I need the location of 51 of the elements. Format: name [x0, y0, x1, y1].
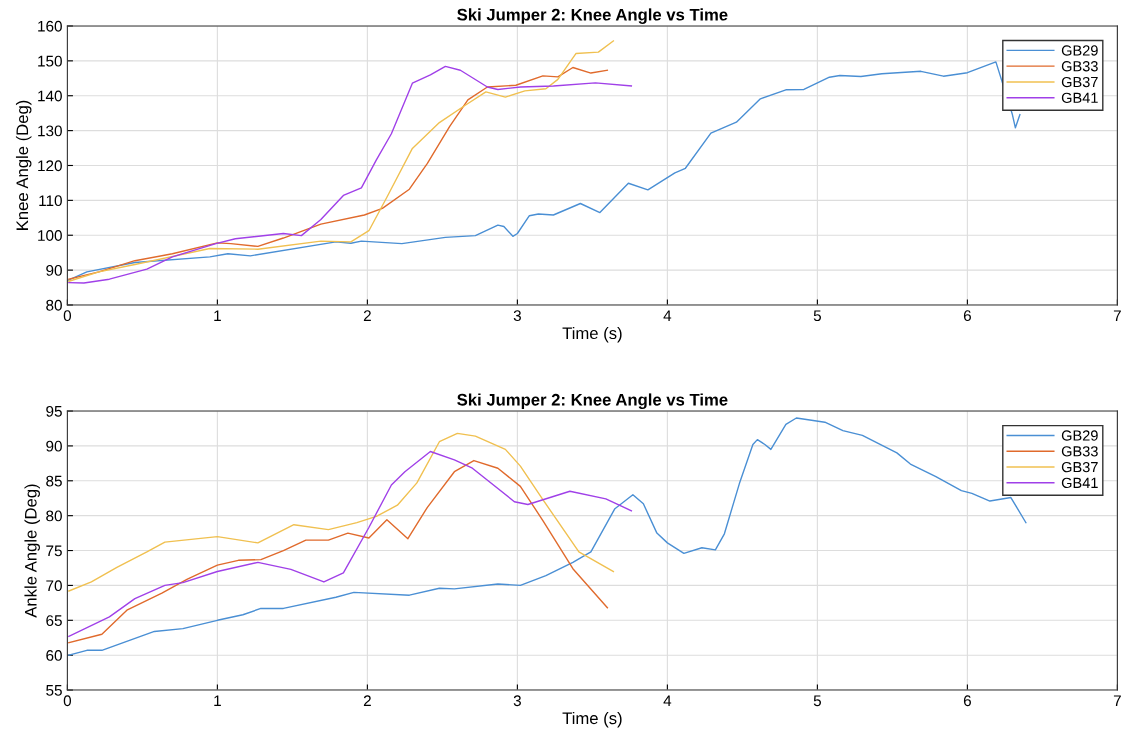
- x-tick-label: 4: [663, 310, 672, 321]
- x-tick-label: 1: [214, 310, 221, 321]
- x-tick-label: 4: [663, 695, 672, 706]
- line-series: [67, 61, 1021, 282]
- legend-label: GB37: [1061, 76, 1098, 88]
- x-tick-label: 3: [513, 310, 521, 322]
- line-series: [68, 417, 1027, 656]
- y-tick-label: 80: [46, 299, 62, 311]
- x-axis-title: Time (s): [562, 326, 622, 343]
- legend-label: GB41: [1061, 477, 1098, 489]
- x-tick-label: 6: [963, 310, 971, 322]
- x-axis-title: Time (s): [562, 711, 622, 728]
- legend-label: GB29: [1061, 45, 1098, 56]
- legend-label: GB33: [1061, 61, 1098, 72]
- y-tick-label: 80: [46, 510, 62, 522]
- legend-label: GB33: [1061, 446, 1098, 457]
- y-tick-label: 140: [38, 90, 62, 102]
- y-tick-label: 55: [46, 685, 62, 696]
- y-tick-label: 120: [38, 160, 62, 172]
- x-tick-label: 0: [63, 695, 72, 707]
- y-tick-label: 160: [38, 20, 62, 32]
- x-tick-label: 2: [363, 310, 371, 321]
- y-tick-label: 85: [46, 475, 62, 487]
- legend-label: GB41: [1061, 92, 1098, 103]
- y-tick-label: 60: [46, 650, 62, 661]
- y-tick-label: 90: [46, 440, 62, 452]
- y-tick-label: 100: [38, 230, 62, 241]
- x-tick-label: 5: [813, 310, 821, 322]
- x-tick-label: 0: [63, 310, 72, 322]
- line-series: [68, 432, 615, 592]
- legend-label: GB29: [1061, 430, 1098, 441]
- y-tick-label: 70: [46, 580, 62, 592]
- x-tick-label: 7: [1113, 695, 1121, 706]
- y-tick-label: 110: [39, 195, 62, 207]
- y-tick-label: 90: [46, 264, 62, 276]
- x-tick-label: 3: [513, 695, 521, 707]
- legend-label: GB37: [1061, 461, 1098, 473]
- x-tick-label: 5: [813, 695, 821, 707]
- chart-title: Ski Jumper 2: Knee Angle vs Time: [457, 393, 728, 410]
- y-tick-label: 150: [38, 55, 62, 67]
- x-tick-label: 2: [363, 695, 371, 706]
- y-tick-label: 75: [46, 545, 62, 557]
- y-tick-label: 95: [46, 405, 62, 417]
- chart-title: Ski Jumper 2: Knee Angle vs Time: [457, 8, 728, 24]
- x-tick-label: 6: [963, 695, 971, 707]
- y-tick-label: 130: [38, 125, 62, 137]
- y-axis-title: Ankle Angle (Deg): [24, 484, 40, 618]
- x-tick-label: 1: [214, 695, 221, 706]
- y-axis-title: Knee Angle (Deg): [15, 100, 32, 230]
- x-tick-label: 7: [1113, 310, 1121, 321]
- y-tick-label: 65: [46, 615, 62, 626]
